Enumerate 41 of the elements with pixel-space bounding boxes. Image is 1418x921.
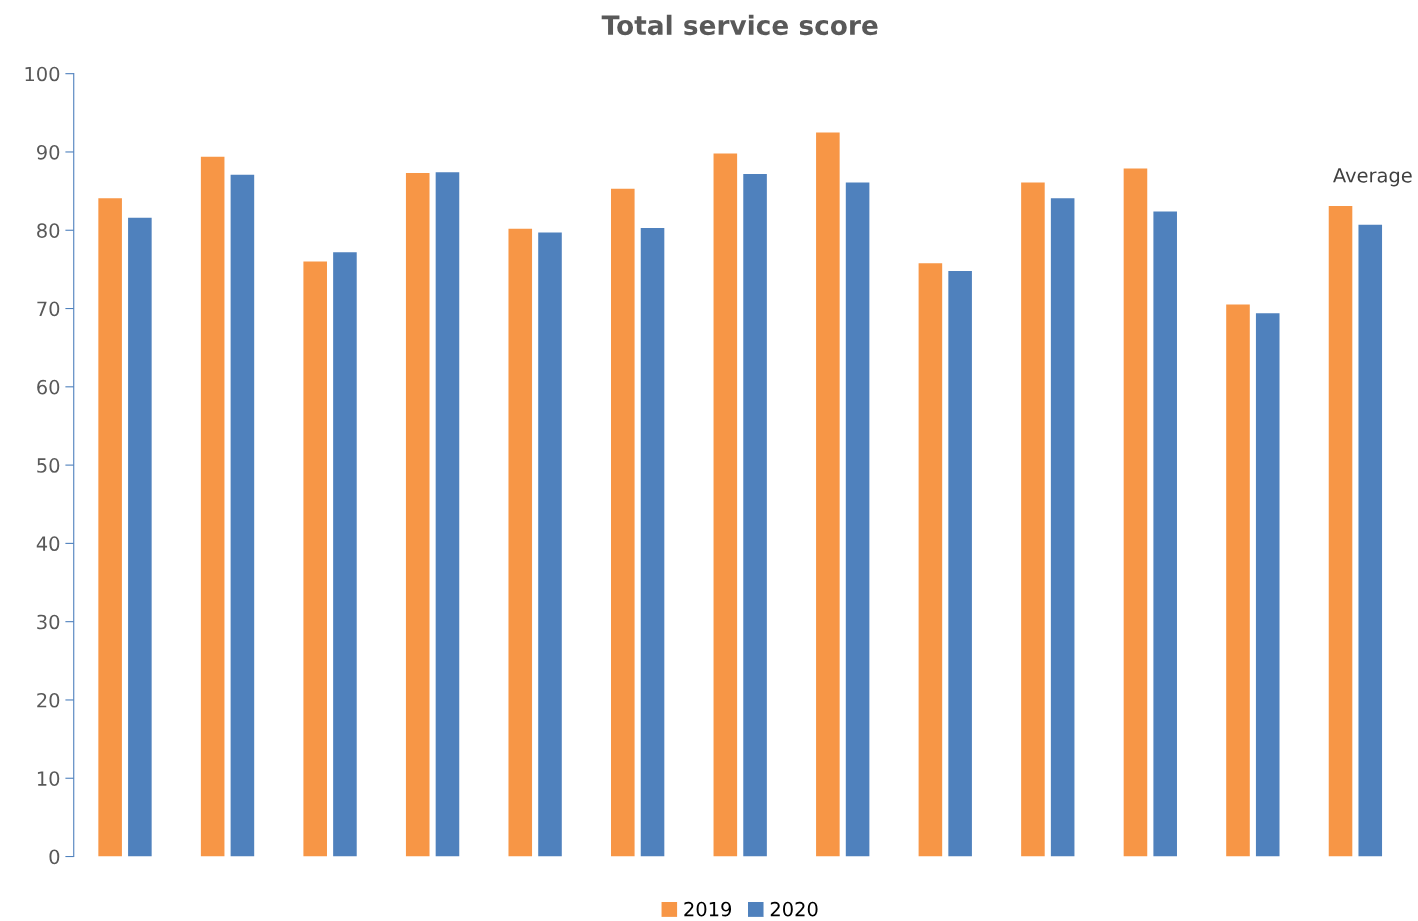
y-tick-label: 50: [37, 458, 60, 473]
bar: [713, 153, 738, 857]
bar: [816, 132, 840, 857]
bar: [333, 252, 357, 857]
bar: [98, 198, 122, 857]
y-tick-label: 30: [37, 614, 60, 630]
bar: [845, 182, 870, 857]
bar: [1021, 182, 1045, 857]
bar: [200, 156, 225, 857]
bar: [405, 173, 430, 857]
bar: [508, 228, 533, 857]
bar: [303, 261, 327, 857]
bar: [1050, 198, 1075, 857]
bar: [611, 188, 635, 857]
bar: [538, 232, 562, 857]
bar: [1358, 224, 1383, 857]
legend-label: 2020: [770, 901, 818, 917]
y-tick-label: 40: [36, 536, 60, 552]
bar: [435, 172, 460, 857]
y-tick-label: 0: [49, 849, 60, 865]
bar: [1123, 168, 1148, 857]
legend-label: 2019: [684, 901, 732, 917]
y-tick-label: 70: [37, 301, 60, 317]
bar: [918, 263, 943, 857]
y-tick-label: 80: [37, 223, 60, 238]
bar: [640, 227, 665, 857]
x-tick-label: Average: [1333, 168, 1412, 187]
bar: [1226, 304, 1250, 857]
bar: [1328, 205, 1353, 857]
y-tick-label: 20: [37, 692, 60, 708]
y-tick-label: 90: [37, 144, 60, 160]
bar: [1255, 313, 1280, 857]
chart-title: Total service score: [601, 14, 878, 36]
bar: [743, 173, 767, 857]
bar: [128, 217, 152, 857]
y-tick-label: 60: [37, 379, 60, 395]
bar: [1153, 211, 1177, 857]
y-tick-label: 10: [37, 771, 60, 786]
y-tick-label: 100: [25, 66, 60, 82]
bar: [230, 174, 255, 857]
bar: [948, 270, 972, 857]
